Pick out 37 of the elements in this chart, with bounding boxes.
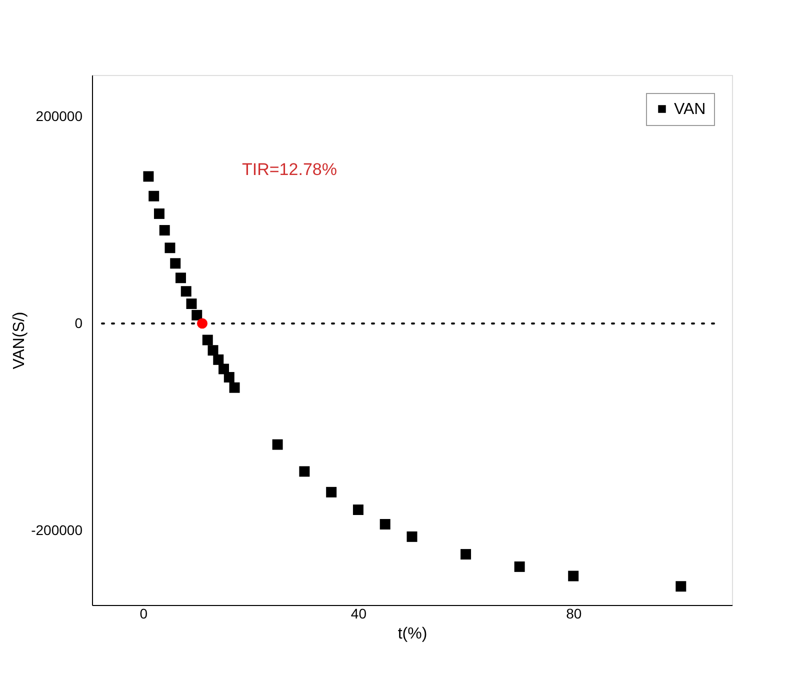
y-axis-title: VAN(S/): [11, 312, 28, 370]
point: [202, 334, 213, 346]
point: [197, 318, 208, 329]
y-tick-label: 200000: [36, 108, 83, 124]
point: [175, 272, 186, 284]
point: [224, 372, 234, 383]
point: [208, 345, 218, 356]
point: [380, 519, 390, 530]
point: [229, 382, 240, 393]
x-tick-label: 0: [140, 606, 148, 622]
point: [272, 439, 283, 450]
point: [406, 531, 418, 542]
y-tick-label: -200000: [31, 522, 83, 538]
point: [326, 486, 337, 498]
x-tick-label: 80: [566, 606, 582, 622]
annotation: TIR=12.78%: [242, 160, 337, 179]
point: [170, 258, 181, 269]
x-axis-title: t(%): [398, 626, 428, 642]
point: [164, 242, 176, 254]
point: [180, 286, 192, 297]
point: [186, 298, 197, 310]
point: [676, 581, 686, 592]
y-tick-label: 0: [74, 314, 83, 331]
point: [514, 561, 525, 572]
legend-label: VAN: [674, 101, 706, 118]
point: [352, 504, 364, 516]
point: [299, 466, 310, 477]
point: [460, 549, 472, 560]
point: [148, 190, 160, 202]
point: [568, 570, 579, 582]
point: [159, 225, 170, 236]
point: [213, 354, 224, 365]
point: [218, 364, 230, 374]
point: [154, 208, 164, 219]
point: [192, 310, 202, 320]
x-tick-label: 40: [350, 606, 367, 622]
point: [143, 171, 154, 182]
